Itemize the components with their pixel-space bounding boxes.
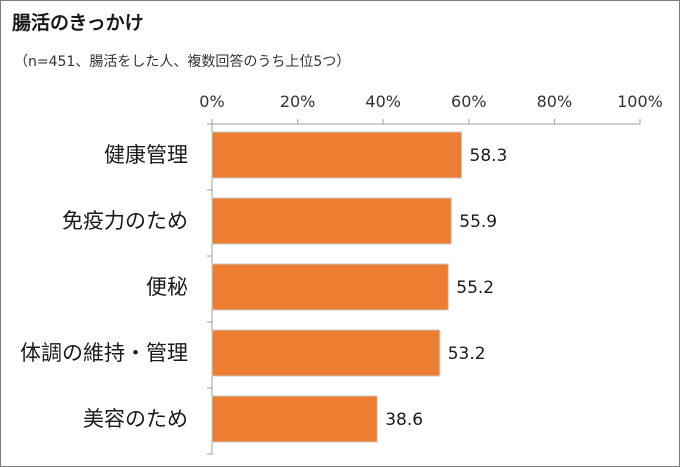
- data-label: 55.9: [459, 212, 497, 232]
- category-label: 美容のため: [83, 407, 188, 431]
- data-label: 58.3: [470, 146, 508, 166]
- category-label: 免疫力のため: [62, 209, 188, 233]
- bar: [211, 131, 463, 179]
- data-label: 53.2: [448, 344, 486, 364]
- bar: [211, 329, 441, 377]
- x-tick-label: 40%: [365, 92, 401, 111]
- chart-subtitle: （n=451、腸活をした人、複数回答のうち上位5つ）: [14, 54, 351, 70]
- category-label: 便秘: [146, 275, 188, 299]
- category-label: 健康管理: [104, 143, 188, 167]
- x-tick-label: 100%: [617, 92, 663, 111]
- data-label: 38.6: [385, 410, 423, 430]
- bar: [211, 263, 449, 311]
- x-tick-label: 20%: [280, 92, 316, 111]
- x-tick-label: 80%: [537, 92, 573, 111]
- chart-title: 腸活のきっかけ: [12, 12, 144, 34]
- x-tick-label: 0%: [199, 92, 224, 111]
- category-label: 体調の維持・管理: [20, 341, 188, 365]
- bar: [211, 197, 452, 245]
- bar: [211, 395, 378, 443]
- x-tick-label: 60%: [451, 92, 487, 111]
- data-label: 55.2: [456, 278, 494, 298]
